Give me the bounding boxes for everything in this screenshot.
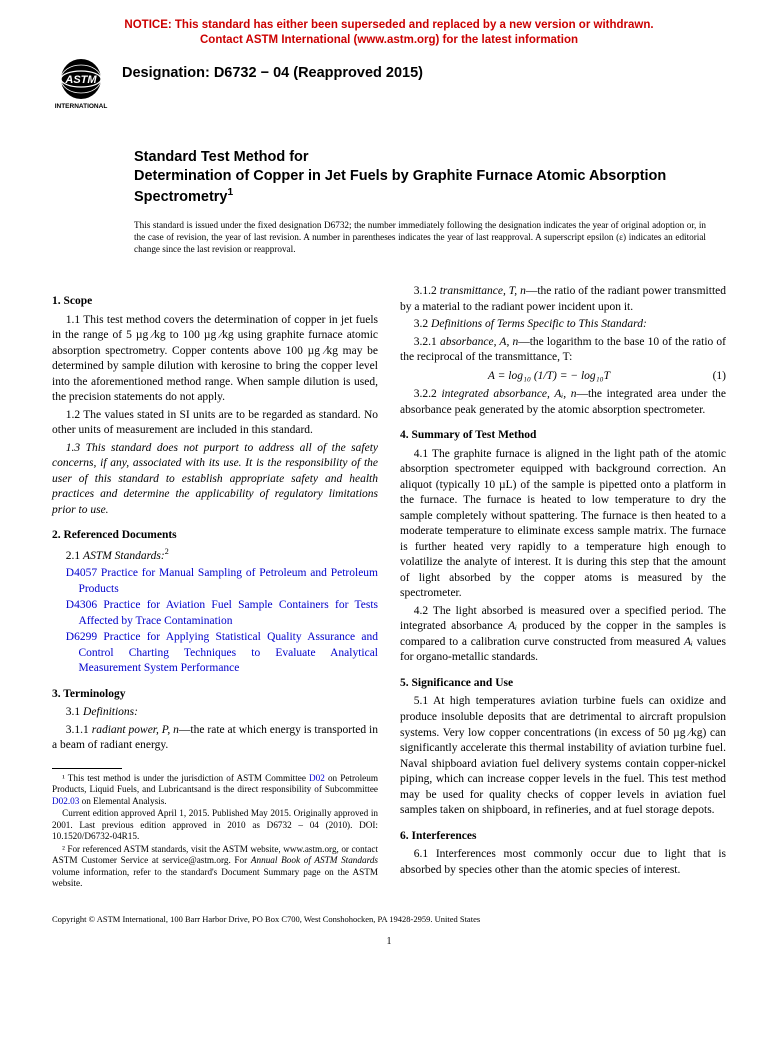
fn2-b: volume information, refer to the standar… bbox=[52, 867, 378, 889]
para-3-2-2: 3.2.2 integrated absorbance, Aᵢ, n—the i… bbox=[400, 387, 726, 418]
footnote-1-p2: Current edition approved April 1, 2015. … bbox=[52, 808, 378, 843]
footnote-2: ² For referenced ASTM standards, visit t… bbox=[52, 844, 378, 890]
title-superscript: 1 bbox=[227, 187, 233, 198]
page: NOTICE: This standard has either been su… bbox=[0, 0, 778, 979]
page-number: 1 bbox=[52, 935, 726, 949]
p21-italic: ASTM Standards: bbox=[83, 550, 165, 562]
para-3-1-1: 3.1.1 radiant power, P, n—the rate at wh… bbox=[52, 723, 378, 754]
p321-lead: 3.2.1 bbox=[414, 336, 440, 348]
p42-ai-2: Aᵢ bbox=[684, 636, 693, 648]
ref-link-d6299[interactable]: D6299 bbox=[66, 631, 97, 643]
p21-sup: 2 bbox=[165, 547, 169, 556]
footnotes-rule bbox=[52, 768, 122, 769]
p32-lead: 3.2 bbox=[414, 318, 431, 330]
para-3-2: 3.2 Definitions of Terms Specific to Thi… bbox=[400, 317, 726, 333]
section-3-head: 3. Terminology bbox=[52, 687, 378, 703]
fn1-link-d0203[interactable]: D02.03 bbox=[52, 796, 79, 806]
header-row: ASTM INTERNATIONAL Designation: D6732 − … bbox=[52, 58, 726, 110]
astm-logo: ASTM INTERNATIONAL bbox=[52, 58, 110, 110]
section-6-head: 6. Interferences bbox=[400, 829, 726, 845]
title-main-text: Determination of Copper in Jet Fuels by … bbox=[134, 168, 666, 205]
para-4-1: 4.1 The graphite furnace is aligned in t… bbox=[400, 447, 726, 602]
p312-italic: transmittance, T, n bbox=[440, 285, 526, 297]
body-columns: 1. Scope 1.1 This test method covers the… bbox=[52, 284, 726, 890]
p32-italic: Definitions of Terms Specific to This St… bbox=[431, 318, 647, 330]
ref-title-d4306[interactable]: Practice for Aviation Fuel Sample Contai… bbox=[78, 599, 378, 627]
para-1-1: 1.1 This test method covers the determin… bbox=[52, 313, 378, 406]
p311-italic: radiant power, P, n bbox=[92, 724, 179, 736]
para-4-2: 4.2 The light absorbed is measured over … bbox=[400, 604, 726, 666]
eq1-num: (1) bbox=[698, 369, 726, 385]
notice-line1: NOTICE: This standard has either been su… bbox=[124, 19, 653, 31]
p21-lead: 2.1 bbox=[66, 550, 83, 562]
fn1-a: ¹ This test method is under the jurisdic… bbox=[62, 773, 309, 783]
ref-d4057: D4057 Practice for Manual Sampling of Pe… bbox=[52, 566, 378, 597]
p311-lead: 3.1.1 bbox=[66, 724, 92, 736]
title-block: Standard Test Method for Determination o… bbox=[134, 148, 726, 206]
section-2-head: 2. Referenced Documents bbox=[52, 528, 378, 544]
notice-line2: Contact ASTM International (www.astm.org… bbox=[200, 34, 578, 46]
para-2-1: 2.1 ASTM Standards:2 bbox=[52, 547, 378, 564]
equation-1: A = log₁₀ (1/T) = − log₁₀T (1) bbox=[400, 369, 726, 385]
para-1-3: 1.3 This standard does not purport to ad… bbox=[52, 441, 378, 519]
section-4-head: 4. Summary of Test Method bbox=[400, 428, 726, 444]
para-5-1: 5.1 At high temperatures aviation turbin… bbox=[400, 694, 726, 818]
designation: Designation: D6732 − 04 (Reapproved 2015… bbox=[122, 58, 423, 84]
fn2-italic: Annual Book of ASTM Standards bbox=[251, 855, 378, 865]
para-1-2: 1.2 The values stated in SI units are to… bbox=[52, 408, 378, 439]
ref-link-d4057[interactable]: D4057 bbox=[66, 567, 97, 579]
footnote-1: ¹ This test method is under the jurisdic… bbox=[52, 773, 378, 808]
ref-title-d4057[interactable]: Practice for Manual Sampling of Petroleu… bbox=[78, 567, 378, 595]
fn1-link-d02[interactable]: D02 bbox=[309, 773, 325, 783]
p321-italic: absorbance, A, n bbox=[440, 336, 518, 348]
p42-ai-1: Aᵢ bbox=[508, 620, 517, 632]
title-kicker: Standard Test Method for bbox=[134, 148, 726, 167]
p322-lead: 3.2.2 bbox=[414, 388, 442, 400]
logo-bottom-text: INTERNATIONAL bbox=[55, 103, 108, 110]
p312-lead: 3.1.2 bbox=[414, 285, 440, 297]
p31-italic: Definitions: bbox=[83, 706, 138, 718]
title-main: Determination of Copper in Jet Fuels by … bbox=[134, 167, 726, 207]
p31-lead: 3.1 bbox=[66, 706, 83, 718]
para-3-1-2: 3.1.2 transmittance, T, n—the ratio of t… bbox=[400, 284, 726, 315]
section-5-head: 5. Significance and Use bbox=[400, 676, 726, 692]
para-6-1: 6.1 Interferences most commonly occur du… bbox=[400, 847, 726, 878]
eq1-text: A = log₁₀ (1/T) = − log₁₀T bbox=[400, 369, 698, 385]
ref-link-d4306[interactable]: D4306 bbox=[66, 599, 97, 611]
logo-top-text: ASTM bbox=[64, 74, 97, 86]
notice-banner: NOTICE: This standard has either been su… bbox=[52, 18, 726, 48]
para-3-2-1: 3.2.1 absorbance, A, n—the logarithm to … bbox=[400, 335, 726, 366]
copyright: Copyright © ASTM International, 100 Barr… bbox=[52, 914, 726, 925]
section-1-head: 1. Scope bbox=[52, 294, 378, 310]
fn1-c: on Elemental Analysis. bbox=[79, 796, 166, 806]
ref-d4306: D4306 Practice for Aviation Fuel Sample … bbox=[52, 598, 378, 629]
ref-title-d6299[interactable]: Practice for Applying Statistical Qualit… bbox=[78, 631, 378, 674]
ref-d6299: D6299 Practice for Applying Statistical … bbox=[52, 630, 378, 677]
footnotes-block: ¹ This test method is under the jurisdic… bbox=[52, 768, 378, 890]
issuance-note: This standard is issued under the fixed … bbox=[134, 220, 706, 256]
para-3-1: 3.1 Definitions: bbox=[52, 705, 378, 721]
p322-italic: integrated absorbance, Aᵢ, n bbox=[441, 388, 576, 400]
